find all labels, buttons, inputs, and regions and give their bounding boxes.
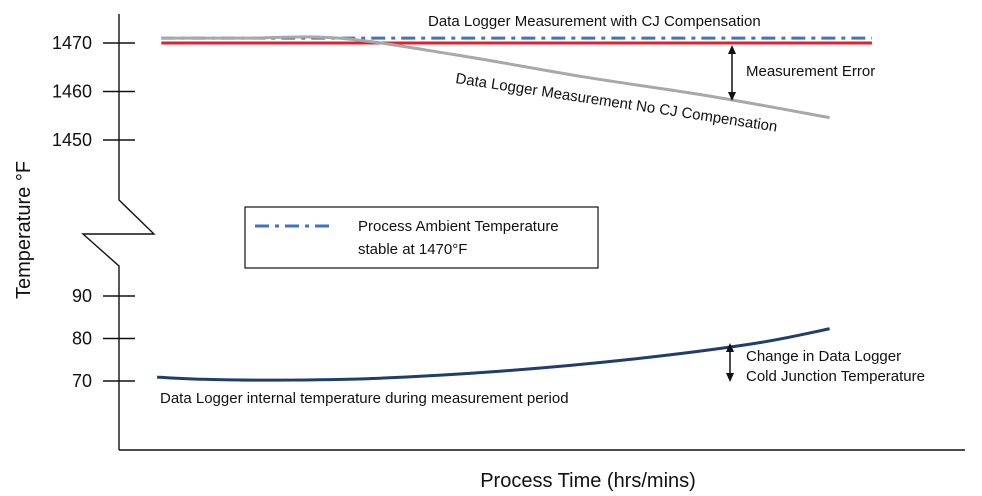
annotation-cj-change-1: Change in Data Logger (746, 348, 901, 365)
legend-box (244, 206, 599, 269)
annotation-with-cj: Data Logger Measurement with CJ Compensa… (428, 13, 761, 30)
legend-text-1: Process Ambient Temperature (358, 218, 559, 235)
y-upper-tick-label: 1470 (52, 33, 92, 53)
series-data-logger-internal-temperature (157, 327, 830, 382)
annotation-error: Measurement Error (746, 63, 875, 80)
y-lower-tick-label: 90 (72, 286, 92, 306)
error-arrow (728, 45, 736, 101)
annotation-cj-change-2: Cold Junction Temperature (746, 368, 925, 385)
series-data-logger-measurement-no-cj-compensation (161, 35, 830, 120)
legend-text-2: stable at 1470°F (358, 241, 467, 258)
y-upper-tick-label: 1450 (52, 130, 92, 150)
annotation-internal: Data Logger internal temperature during … (160, 390, 569, 407)
cj-change-arrow (726, 343, 734, 382)
y-lower-tick-label: 70 (72, 371, 92, 391)
x-axis-label: Process Time (hrs/mins) (480, 470, 696, 492)
y-axis-label: Temperature °F (13, 161, 35, 299)
y-lower-tick-label: 80 (72, 329, 92, 349)
y-axis-line (81, 14, 156, 450)
annotation-no-cj: Data Logger Measurement No CJ Compensati… (454, 70, 778, 135)
y-upper-tick-label: 1460 (52, 82, 92, 102)
